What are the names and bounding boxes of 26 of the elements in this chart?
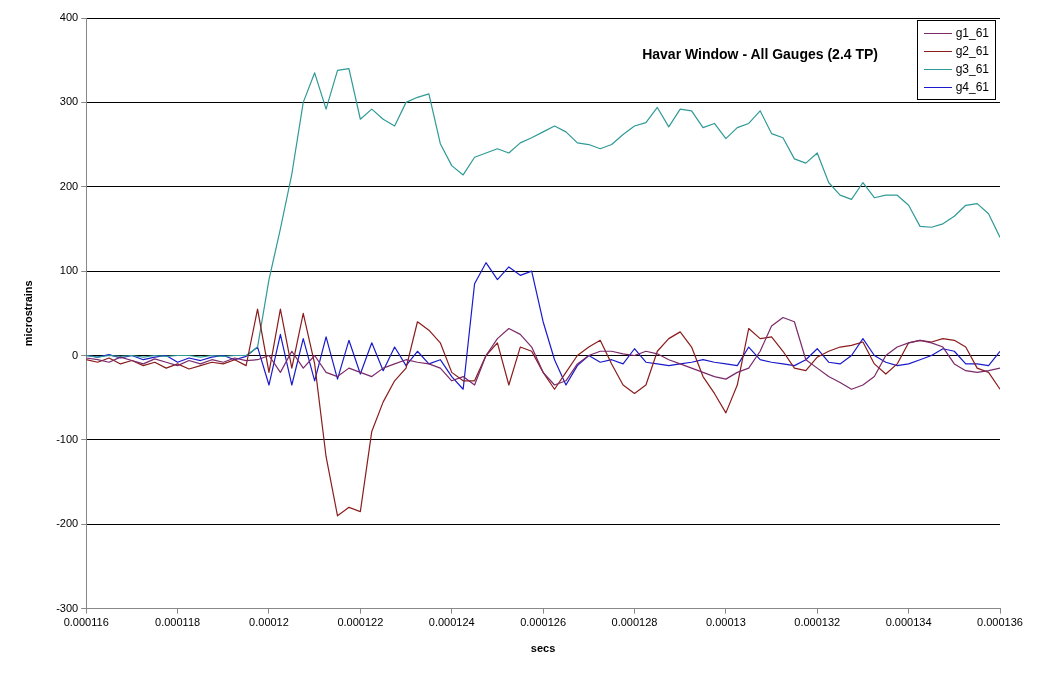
x-tick-label: 0.000124 <box>428 616 475 629</box>
x-tick-label: 0.00013 <box>705 616 746 629</box>
x-axis-title: secs <box>530 642 556 655</box>
legend-label: g3_61 <box>955 62 989 76</box>
x-tick-label: 0.000116 <box>63 616 109 629</box>
legend-label: g2_61 <box>955 44 989 58</box>
x-tick-label: 0.000128 <box>611 616 658 629</box>
y-tick-label: 400 <box>59 11 79 24</box>
y-tick-label: -200 <box>56 517 79 530</box>
x-tick-label: 0.00012 <box>249 616 289 629</box>
x-tick-label: 0.000118 <box>155 616 201 629</box>
legend-label: g1_61 <box>955 26 989 40</box>
x-tick-label: 0.000132 <box>794 616 841 629</box>
y-tick-label: -100 <box>56 432 79 445</box>
y-axis-title: microstrains <box>21 280 34 347</box>
x-tick-label: 0.000134 <box>885 616 932 629</box>
y-tick-label: -300 <box>56 601 79 614</box>
x-tick-label: 0.000136 <box>977 616 1023 629</box>
y-tick-label: 300 <box>59 95 79 108</box>
legend-label: g4_61 <box>955 80 989 94</box>
y-tick-label: 200 <box>59 179 79 192</box>
x-tick-label: 0.000126 <box>520 616 567 629</box>
y-tick-label: 0 <box>72 348 79 361</box>
x-tick-label: 0.000122 <box>337 616 384 629</box>
text: Havar Window - All Gauges (2.4 TP) <box>642 46 878 62</box>
y-tick-label: 100 <box>59 264 79 277</box>
